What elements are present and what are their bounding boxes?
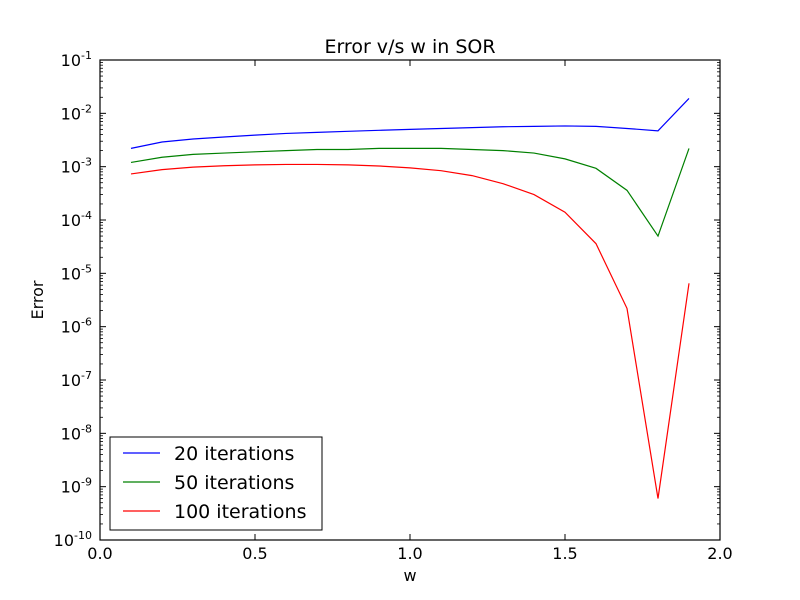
chart-title: Error v/s w in SOR bbox=[324, 36, 495, 58]
series-line-1 bbox=[130, 98, 690, 149]
series-line-3 bbox=[130, 163, 690, 499]
y-tick-label: 10-7 bbox=[61, 369, 92, 390]
y-tick-label: 10-8 bbox=[61, 422, 92, 443]
legend-label-2: 50 iterations bbox=[174, 472, 294, 494]
y-axis-label: Error bbox=[28, 280, 47, 319]
x-axis: 0.0 0.5 1.0 1.5 2.0 bbox=[87, 60, 733, 563]
x-axis-label: w bbox=[403, 566, 416, 585]
y-tick-label: 10-1 bbox=[61, 49, 92, 70]
y-tick-label: 10-2 bbox=[61, 102, 92, 123]
x-tick-label: 0.5 bbox=[242, 544, 267, 563]
y-tick-label: 10-5 bbox=[61, 262, 92, 283]
y-tick-label: 10-6 bbox=[61, 316, 92, 337]
x-tick-label: 1.5 bbox=[552, 544, 577, 563]
y-tick-label: 10-3 bbox=[61, 156, 92, 177]
y-tick-label: 10-10 bbox=[54, 529, 92, 550]
series-line-2 bbox=[130, 147, 690, 238]
legend: 20 iterations 50 iterations 100 iterations bbox=[109, 436, 323, 531]
legend-label-3: 100 iterations bbox=[174, 501, 306, 523]
legend-label-1: 20 iterations bbox=[174, 443, 294, 465]
y-tick-label: 10-9 bbox=[61, 476, 92, 497]
x-tick-label: 1.0 bbox=[397, 544, 422, 563]
y-tick-label: 10-4 bbox=[61, 209, 92, 230]
x-tick-label: 2.0 bbox=[707, 544, 732, 563]
series-layer bbox=[130, 98, 690, 499]
x-tick-label: 0.0 bbox=[87, 544, 112, 563]
